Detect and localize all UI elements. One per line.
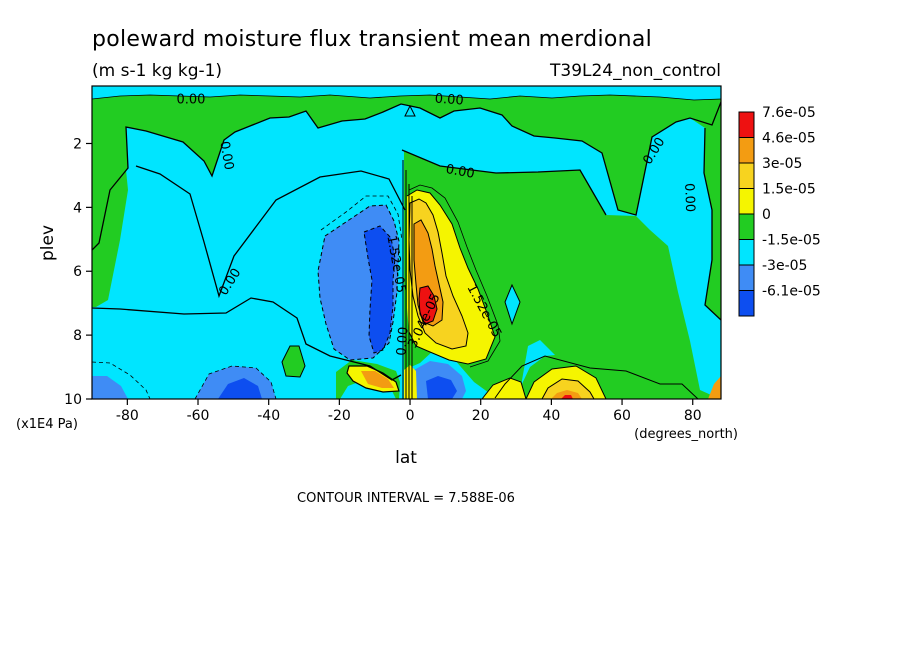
y-axis-label: plev [38,225,58,261]
contour-green-patch [281,345,306,378]
negative-lobe-dark [364,226,395,353]
legend-label: 3e-05 [762,156,802,172]
dataset-label: T39L24_non_control [549,61,721,81]
lower-left-negative-1 [92,376,128,399]
cyan-upper-right [402,108,618,215]
green-left-lower [92,170,128,307]
equator-darkblue-right [426,376,457,399]
contour-lower-equator [346,365,400,393]
contour-lower-right-2 [541,378,595,399]
contour-label: 0.00 [434,92,464,109]
legend-label: 7.6e-05 [762,105,816,121]
contour-positive-core [418,285,438,325]
x-tick-label: -80 [116,408,139,424]
legend-swatch [738,162,755,189]
contour-southern-zero [135,165,406,299]
legend-swatch [738,290,755,317]
legend-swatch [738,111,755,138]
legend-label: 4.6e-05 [762,131,816,147]
lower-left-negative-4 [340,380,396,399]
y-axis-units: (x1E4 Pa) [16,417,78,432]
y-tick-label: 2 [73,136,82,152]
chart-units: (m s-1 kg kg-1) [92,61,222,81]
contour-interval-label: CONTOUR INTERVAL = 7.588E-06 [297,491,515,506]
y-tick-label: 6 [73,264,82,280]
legend-swatch [738,264,755,291]
green-top-left-inner [92,95,721,250]
legend: 7.6e-05 4.6e-05 3e-05 1.5e-05 0 -1.5e-05 -3e-0… [738,105,821,317]
contour-label: 0.00 [445,162,476,182]
contour-lower-left-dashed [194,365,277,399]
x-tick-label: 20 [472,408,490,424]
legend-label: -1.5e-05 [762,233,821,249]
contour-small-triangle [404,104,416,117]
contour-positive-lobe [406,189,496,365]
legend-swatch [738,239,755,266]
x-tick-label: 80 [684,408,702,424]
contour-label: 0.00 [394,326,411,356]
contour-northern-zero [401,149,607,216]
contour-positive-orange [413,219,444,327]
x-tick-label: 60 [613,408,631,424]
y-tick-label: 8 [73,328,82,344]
contour-top-strip [92,94,721,101]
contour-label: 0.00 [176,93,205,108]
x-axis-units: (degrees_north) [634,427,738,442]
plot-frame [91,85,722,400]
plot-area: 0.00 0.000.000.000.000.000.00 1.52e-051.52… [92,86,721,399]
lower-right-orange-2 [551,390,582,399]
contour-positive-outer [408,184,501,368]
chart-title: poleward moisture flux transient mean me… [92,27,652,52]
contour-small-diamond [504,283,521,326]
legend-swatch [738,137,755,164]
lower-right-yellow-3 [708,376,721,399]
legend-label: -6.1e-05 [762,284,821,300]
contour-positive-amber [408,198,469,350]
legend-label: 1.5e-05 [762,182,816,198]
contour-lines [92,94,721,399]
contour-lower-right-1 [525,365,607,399]
legend-label: 0 [762,207,771,223]
axes: -80 -60 -40 -20 0 20 40 60 80 2 4 6 8 10 [64,136,701,424]
legend-swatch [738,213,755,240]
contour-label: 0.00 [681,183,697,212]
positive-lobe-core [419,286,437,324]
contour-right-dome [494,355,699,399]
cyan-right-flank [636,118,721,399]
lower-right-yellow-1 [482,378,526,399]
lower-right-red-2 [561,395,573,399]
contour-right-zero [703,127,721,321]
cyan-top-strip [92,86,721,100]
contour-negative-lobe-dashed [317,204,400,361]
green-southern-bulge [92,166,405,380]
contour-upper-zero [92,101,721,251]
cyan-upper-center [126,100,407,296]
x-tick-label: 0 [406,408,415,424]
x-tick-label: -60 [187,408,210,424]
y-tick-label: 10 [64,392,82,408]
x-axis-label: lat [395,448,417,468]
x-tick-label: 40 [542,408,560,424]
cyan-lower-right [521,340,555,386]
x-tick-label: -40 [257,408,280,424]
contour-negative-dark-dashed [363,225,396,354]
y-tick-label: 4 [73,200,82,216]
legend-label: -3e-05 [762,258,807,274]
equator-amber-band [361,371,394,388]
green-lower-left-patch [282,346,305,377]
contour-equator-dense [402,160,413,399]
x-tick-label: -20 [328,408,351,424]
contour-lower-left-dashed-2 [92,361,151,399]
equator-yellow-thin [404,365,417,399]
legend-swatch [738,188,755,215]
lower-left-negative-3 [218,378,262,399]
contour-label: 0.00 [216,140,236,171]
